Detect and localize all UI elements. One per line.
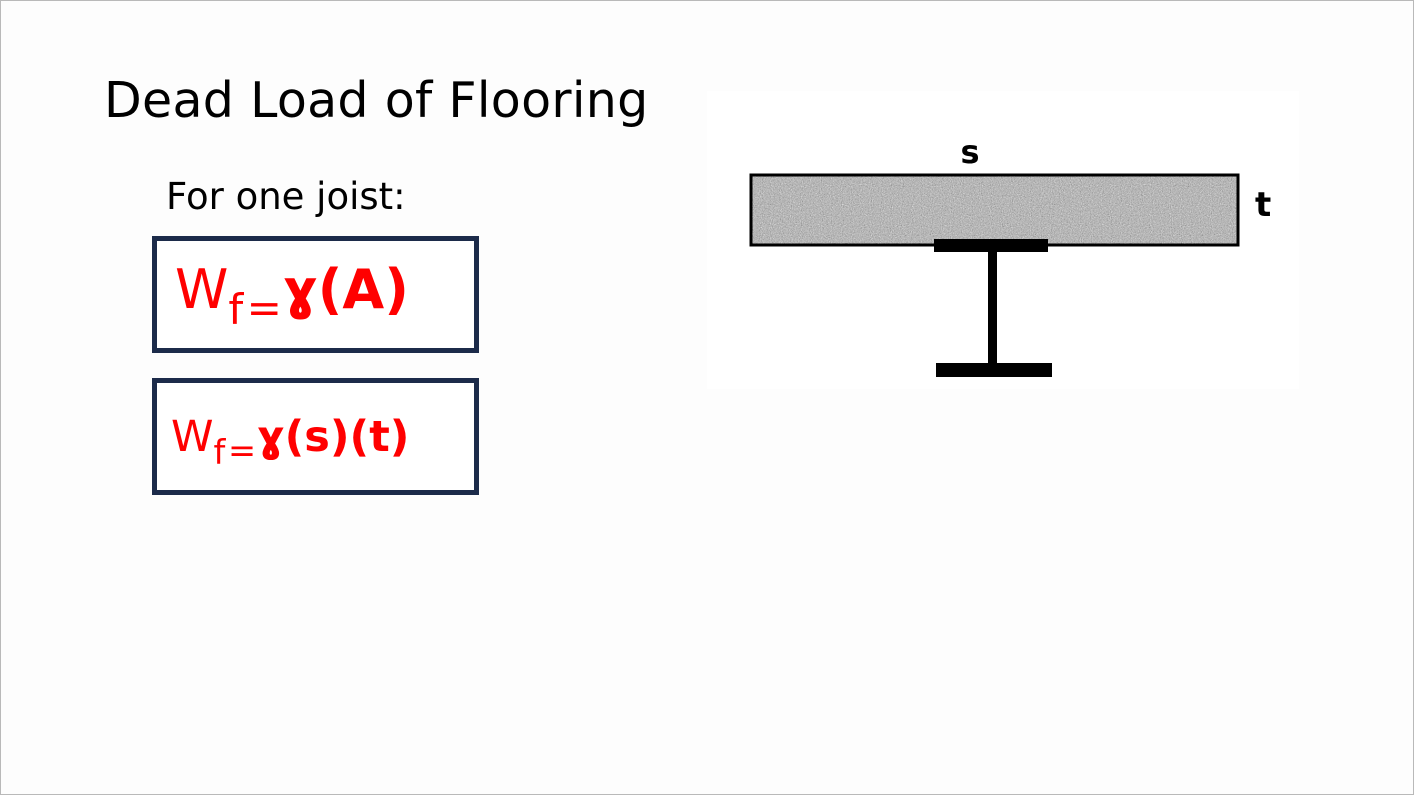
formula-box-area: Wf=ɣ(A): [152, 236, 479, 353]
formula-rhs: ɣ(s)(t): [256, 412, 410, 462]
concrete-slab: [749, 173, 1240, 247]
formula-equals: =: [246, 283, 282, 333]
formula-subscript: f: [213, 432, 226, 472]
formula-box-dimensions: Wf=ɣ(s)(t): [152, 378, 479, 495]
formula-rhs: ɣ(A): [282, 258, 409, 321]
subheading: For one joist:: [166, 175, 406, 218]
formula-subscript: f: [228, 285, 244, 334]
formula-lhs: W: [171, 412, 214, 462]
slide-title: Dead Load of Flooring: [104, 72, 649, 129]
label-t: t: [1255, 185, 1271, 225]
floor-section-diagram: s t: [707, 91, 1299, 389]
formula-lhs: W: [175, 258, 229, 321]
formula-dimensions: Wf=ɣ(s)(t): [171, 416, 409, 470]
formula-area: Wf=ɣ(A): [175, 263, 409, 331]
i-beam-joist: [934, 239, 1052, 377]
label-s: s: [960, 133, 979, 171]
formula-equals: =: [228, 431, 257, 471]
